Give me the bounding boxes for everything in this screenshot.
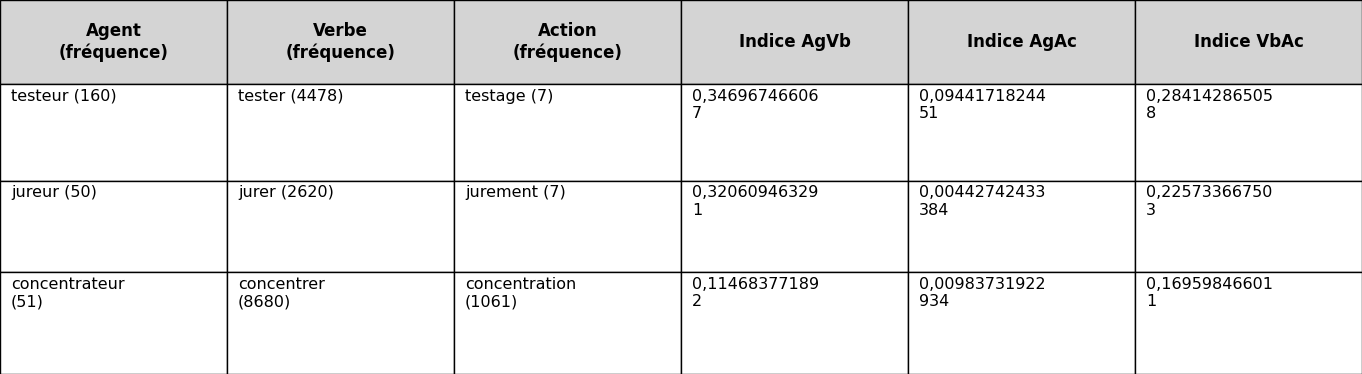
Bar — [454, 84, 681, 181]
Bar — [454, 0, 681, 84]
Bar — [454, 272, 681, 374]
Text: Verbe
(fréquence): Verbe (fréquence) — [286, 22, 395, 62]
Bar — [0, 272, 227, 374]
Text: testage (7): testage (7) — [464, 89, 553, 104]
Bar — [681, 84, 908, 181]
Text: 0,22573366750
3: 0,22573366750 3 — [1145, 185, 1272, 218]
Text: 0,28414286505
8: 0,28414286505 8 — [1145, 89, 1273, 121]
Text: jurer (2620): jurer (2620) — [238, 185, 334, 200]
Text: 0,34696746606
7: 0,34696746606 7 — [692, 89, 819, 121]
Text: 0,11468377189
2: 0,11468377189 2 — [692, 277, 819, 309]
Bar — [1135, 0, 1362, 84]
Text: tester (4478): tester (4478) — [238, 89, 343, 104]
Bar — [908, 84, 1135, 181]
Text: concentrateur
(51): concentrateur (51) — [11, 277, 124, 309]
Bar — [0, 181, 227, 272]
Bar — [1135, 272, 1362, 374]
Bar — [681, 181, 908, 272]
Bar — [227, 272, 454, 374]
Text: Indice AgVb: Indice AgVb — [738, 33, 850, 51]
Text: 0,09441718244
51: 0,09441718244 51 — [919, 89, 1046, 121]
Bar — [908, 181, 1135, 272]
Text: testeur (160): testeur (160) — [11, 89, 117, 104]
Bar — [0, 84, 227, 181]
Bar — [227, 181, 454, 272]
Text: 0,00983731922
934: 0,00983731922 934 — [919, 277, 1046, 309]
Bar — [681, 0, 908, 84]
Bar — [227, 84, 454, 181]
Text: Indice VbAc: Indice VbAc — [1193, 33, 1303, 51]
Text: concentrer
(8680): concentrer (8680) — [238, 277, 324, 309]
Bar — [1135, 181, 1362, 272]
Text: 0,16959846601
1: 0,16959846601 1 — [1145, 277, 1273, 309]
Bar — [454, 181, 681, 272]
Text: jurement (7): jurement (7) — [464, 185, 565, 200]
Text: jureur (50): jureur (50) — [11, 185, 97, 200]
Bar — [681, 272, 908, 374]
Text: Agent
(fréquence): Agent (fréquence) — [59, 22, 169, 62]
Text: Indice AgAc: Indice AgAc — [967, 33, 1076, 51]
Text: concentration
(1061): concentration (1061) — [464, 277, 576, 309]
Bar — [0, 0, 227, 84]
Bar — [1135, 84, 1362, 181]
Text: 0,32060946329
1: 0,32060946329 1 — [692, 185, 819, 218]
Bar — [227, 0, 454, 84]
Text: Action
(fréquence): Action (fréquence) — [512, 22, 622, 62]
Bar — [908, 0, 1135, 84]
Bar — [908, 272, 1135, 374]
Text: 0,00442742433
384: 0,00442742433 384 — [919, 185, 1045, 218]
